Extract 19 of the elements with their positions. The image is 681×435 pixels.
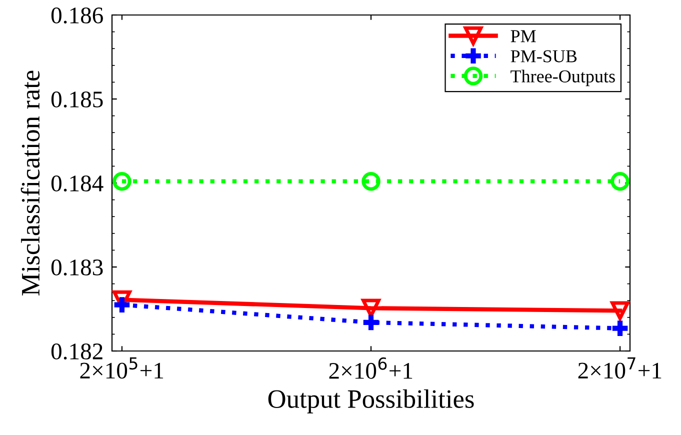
legend-label: Three-Outputs <box>510 70 615 86</box>
y-tick-label: 0.183 <box>51 259 103 276</box>
point <box>612 320 628 336</box>
legend-label: PM <box>510 30 536 42</box>
y-axis-title: Misclassification rate <box>20 70 40 296</box>
legend-label: PM-SUB <box>510 50 577 62</box>
x-tick-label: 2×10$^{6}$+1 <box>329 357 412 379</box>
y-tick-label: 0.184 <box>51 175 104 192</box>
x-tick-label: 2×10$^{7}$+1 <box>578 357 662 379</box>
y-tick-label: 0.182 <box>51 343 102 360</box>
point <box>610 301 630 320</box>
point <box>363 314 379 330</box>
point <box>362 172 380 191</box>
y-tick-label: 0.185 <box>51 91 103 108</box>
point <box>112 172 132 191</box>
point <box>610 172 630 191</box>
point <box>114 297 130 312</box>
y-tick-label: 0.186 <box>51 7 103 24</box>
x-axis-title: Output Possibilities <box>268 389 474 414</box>
